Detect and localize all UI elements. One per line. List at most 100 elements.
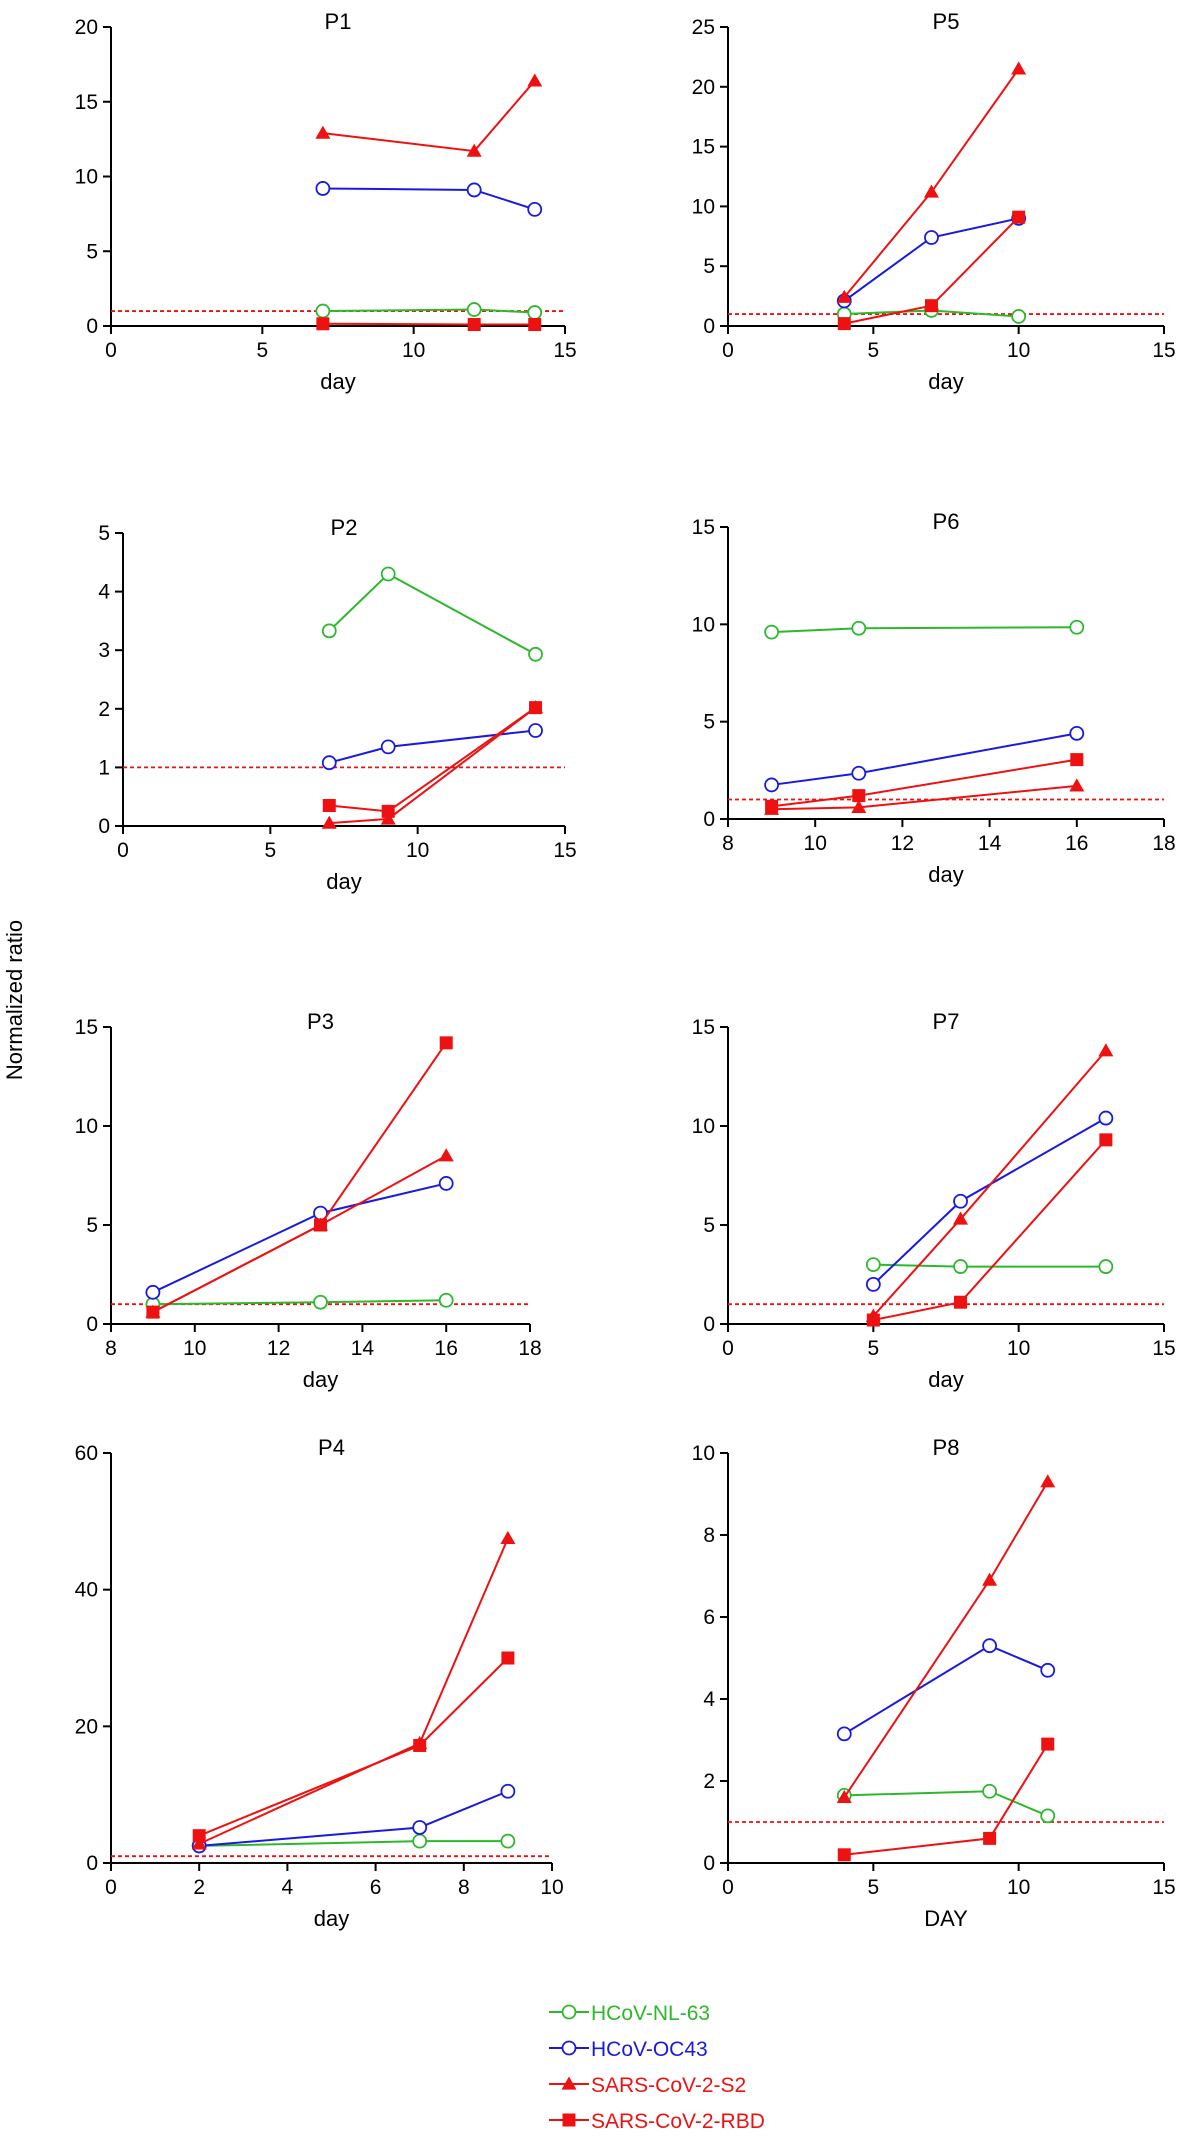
legend-item: HCoV-OC43 <box>549 2038 708 2061</box>
data-point <box>983 1831 997 1845</box>
y-tick-label: 2 <box>703 1770 715 1793</box>
data-point <box>924 230 939 245</box>
series-hcov-oc43 <box>836 1638 1056 1742</box>
chart-title: P1 <box>325 9 352 34</box>
x-tick-label: 0 <box>722 1876 734 1899</box>
y-tick-label: 3 <box>98 639 110 662</box>
data-point <box>866 1313 880 1327</box>
x-tick-label: 16 <box>1065 832 1088 855</box>
series-line <box>152 1299 447 1306</box>
x-tick-label: 15 <box>553 839 576 862</box>
x-tick-label: 14 <box>351 1337 375 1360</box>
x-axis-label: day <box>320 369 355 394</box>
data-point <box>439 1036 453 1050</box>
data-point <box>1099 1133 1113 1147</box>
x-tick-label: 5 <box>867 1337 879 1360</box>
data-point <box>412 1833 428 1849</box>
x-tick-label: 10 <box>540 1876 563 1899</box>
y-tick-label: 6 <box>703 1606 715 1629</box>
x-tick-label: 10 <box>804 832 827 855</box>
y-tick-label: 15 <box>75 1016 98 1039</box>
series-line <box>873 1139 1107 1322</box>
x-axis-label: day <box>928 1367 963 1392</box>
series-sars-cov-2-rbd <box>316 317 542 332</box>
legend-marker <box>562 2113 576 2127</box>
series-hcov-nl-63 <box>315 302 543 320</box>
y-tick-label: 20 <box>692 76 715 99</box>
x-tick-label: 4 <box>282 1876 294 1899</box>
data-point <box>851 765 867 781</box>
x-tick-label: 15 <box>1152 339 1175 362</box>
y-tick-label: 5 <box>703 255 715 278</box>
series-hcov-oc43 <box>321 723 543 771</box>
series-line <box>872 1050 1107 1317</box>
data-point <box>413 1738 427 1752</box>
series-line <box>771 626 1077 634</box>
data-point <box>982 1638 997 1654</box>
series-line <box>843 1644 1049 1735</box>
x-axis-label: day <box>314 1906 349 1931</box>
data-point <box>501 1651 515 1665</box>
series-sars-cov-2-rbd <box>192 1651 515 1843</box>
series-hcov-oc43 <box>764 725 1085 793</box>
y-tick-label: 15 <box>692 136 715 159</box>
y-tick-label: 8 <box>703 1524 715 1547</box>
chart-panel-p6: P6 0 5 10 15 8 10 12 14 16 18 day <box>692 509 1176 887</box>
series-hcov-oc43 <box>865 1110 1114 1292</box>
data-point <box>528 646 543 662</box>
series-hcov-oc43 <box>315 181 543 217</box>
data-point <box>527 201 543 217</box>
x-tick-label: 10 <box>402 339 425 362</box>
data-point <box>953 1259 968 1274</box>
x-tick-label: 8 <box>105 1337 117 1360</box>
y-axis-title: Normalized ratio <box>2 920 27 1080</box>
y-tick-label: 5 <box>703 711 715 734</box>
series-hcov-oc43 <box>191 1783 516 1854</box>
series-sars-cov-2-rbd <box>765 753 1084 813</box>
data-point <box>438 1292 454 1308</box>
series-line <box>152 1182 447 1294</box>
data-point <box>865 1277 881 1292</box>
x-tick-label: 0 <box>105 339 117 362</box>
legend-label: HCoV-OC43 <box>591 2038 708 2061</box>
x-tick-label: 10 <box>183 1337 206 1360</box>
series-hcov-oc43 <box>836 210 1027 309</box>
series-sars-cov-2-s2 <box>865 1043 1114 1322</box>
series-hcov-nl-63 <box>191 1833 516 1854</box>
x-tick-label: 15 <box>553 339 576 362</box>
series-line <box>873 1263 1106 1268</box>
data-point <box>438 1176 454 1191</box>
chart-title: P7 <box>933 1009 960 1034</box>
data-point <box>836 1726 852 1742</box>
series-line <box>322 322 535 326</box>
data-point <box>851 799 867 813</box>
data-point <box>321 815 337 829</box>
series-line <box>198 1657 509 1837</box>
data-point <box>314 1218 327 1232</box>
x-tick-label: 10 <box>1007 1876 1030 1899</box>
data-point <box>1011 309 1027 324</box>
x-axis-label: day <box>928 369 963 394</box>
data-point <box>500 1530 516 1545</box>
x-tick-label: 0 <box>722 339 734 362</box>
x-tick-label: 18 <box>1152 832 1175 855</box>
x-tick-label: 5 <box>256 339 268 362</box>
data-point <box>527 73 543 87</box>
series-sars-cov-2-s2 <box>315 73 543 157</box>
y-tick-label: 5 <box>703 1214 715 1237</box>
legend-label: SARS-CoV-2-RBD <box>591 2110 765 2133</box>
data-point <box>1012 210 1026 224</box>
y-tick-label: 10 <box>692 1442 715 1465</box>
data-point <box>412 1820 428 1835</box>
data-point <box>316 317 330 331</box>
series-line <box>872 1117 1107 1286</box>
chart-title: P4 <box>318 1435 345 1460</box>
chart-panel-p7: P7 0 5 10 15 0 5 10 15 day <box>692 1009 1176 1392</box>
data-point <box>528 318 542 332</box>
y-tick-label: 40 <box>75 1579 98 1602</box>
y-tick-label: 10 <box>692 1115 715 1138</box>
data-point <box>1098 1259 1114 1274</box>
data-point <box>1069 725 1085 741</box>
x-tick-label: 10 <box>1007 339 1030 362</box>
